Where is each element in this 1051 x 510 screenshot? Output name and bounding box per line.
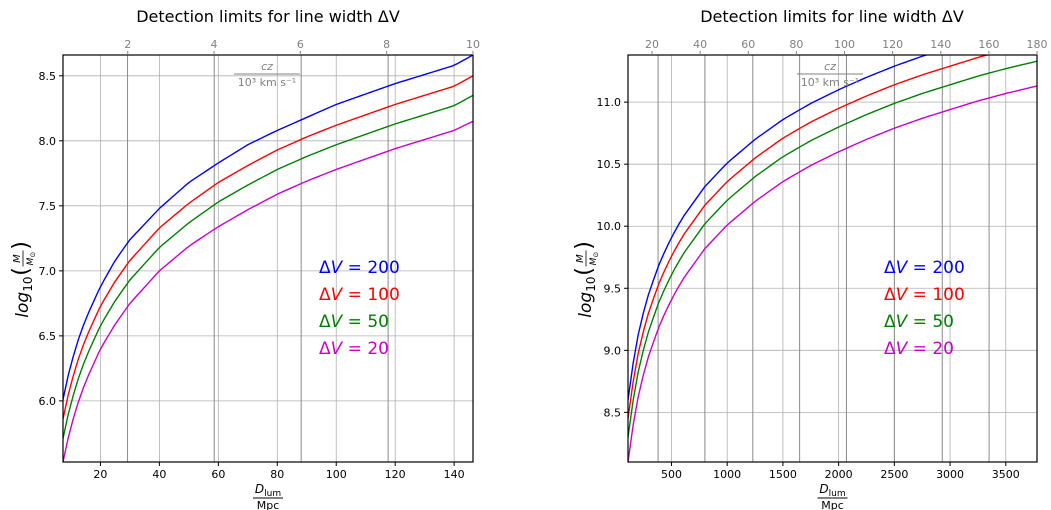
x-tick-label: 3500 — [992, 468, 1020, 481]
legend-entry-2: ΔV = 50 — [319, 312, 389, 332]
x2-tick-label: 4 — [211, 38, 218, 51]
y-tick-label: 8.5 — [39, 70, 57, 83]
y-tick-label: 6.5 — [39, 330, 57, 343]
x2-tick-label: 120 — [882, 38, 903, 51]
y-axis-label-paren-left: ( — [572, 267, 597, 276]
x2-tick-label: 140 — [930, 38, 951, 51]
x2-tick-label: 160 — [978, 38, 999, 51]
y-tick-label: 11.0 — [597, 96, 622, 109]
series-group — [628, 55, 1037, 462]
y-axis-label: log10( M M⊙) — [9, 241, 37, 318]
chart-title: Detection limits for line width ΔV — [136, 7, 400, 26]
y-tick-label: 9.5 — [604, 282, 622, 295]
x-tick-label: 40 — [152, 468, 166, 481]
x2-tick-label: 80 — [789, 38, 803, 51]
x-tick-label: 2000 — [825, 468, 853, 481]
y-axis-label-paren-right: ) — [572, 241, 597, 250]
x-tick-label: 1000 — [713, 468, 741, 481]
y-tick-label: 7.5 — [39, 200, 57, 213]
x2-axis-label-denominator: 10³ km s⁻¹ — [238, 76, 296, 89]
x-tick-label: 140 — [444, 468, 465, 481]
y-tick-label: 6.0 — [39, 395, 57, 408]
y-axis-label-prefix: log10 — [13, 277, 35, 318]
series-line-3 — [63, 120, 473, 462]
x2-tick-label: 8 — [383, 38, 390, 51]
series-line-2 — [63, 94, 473, 439]
chart-left: 20 40 60 80 100 120 140 6.0 6.5 7.0 7.5 8.0 8.5 2 4 6 8 1… — [9, 7, 480, 510]
x2-tick-label: 6 — [297, 38, 304, 51]
y-axis-label-denominator: M⊙ — [589, 252, 600, 266]
x-axis-label-denominator: Mpc — [821, 499, 844, 510]
x-tick-label: 120 — [385, 468, 406, 481]
legend-entry-1: ΔV = 100 — [319, 285, 400, 305]
x2-axis-label-numerator: cz — [261, 60, 273, 73]
y-axis-label-prefix: log10 — [576, 277, 598, 318]
y-tick-label: 9.0 — [604, 344, 622, 357]
x2-axis-label-denominator: 10³ km s⁻¹ — [801, 76, 859, 89]
y-tick-label: 10.5 — [597, 158, 622, 171]
y-axis-label-denominator: M⊙ — [26, 252, 37, 266]
chart-right: 500 1000 1500 2000 2500 3000 3500 8.5 9.0 9.5 10.0… — [572, 7, 1048, 510]
x-tick-label: 60 — [211, 468, 225, 481]
series-line-0 — [63, 55, 473, 400]
y-axis-label-numerator: M — [12, 254, 23, 263]
y-tick-label: 7.0 — [39, 265, 57, 278]
x2-tick-label: 10 — [466, 38, 480, 51]
x2-axis-label: cz 10³ km s⁻¹ — [797, 60, 863, 89]
series-line-0 — [628, 55, 929, 401]
y-axis-label-paren-right: ) — [9, 241, 34, 250]
legend-entry-2: ΔV = 50 — [884, 312, 954, 332]
x-axis-label-denominator: Mpc — [257, 499, 280, 510]
series-line-1 — [63, 75, 473, 420]
legend-entry-3: ΔV = 20 — [884, 339, 954, 359]
x2-tick-label: 180 — [1027, 38, 1048, 51]
x-tick-label: 2500 — [880, 468, 908, 481]
y-tick-label: 10.0 — [597, 220, 622, 233]
x2-axis-label: cz 10³ km s⁻¹ — [234, 60, 300, 89]
y-tick-label: 8.5 — [604, 406, 622, 419]
series-line-1 — [628, 55, 990, 419]
x-tick-label: 3000 — [936, 468, 964, 481]
x2-tick-label: 20 — [645, 38, 659, 51]
x2-tick-label: 100 — [834, 38, 855, 51]
x2-tick-label: 2 — [124, 38, 131, 51]
x-tick-label: 100 — [326, 468, 347, 481]
x-tick-label: 500 — [661, 468, 682, 481]
series-line-3 — [628, 85, 1037, 462]
y-axis-label-paren-left: ( — [9, 267, 34, 276]
x-axis-label-numerator: Dlum — [819, 482, 845, 499]
x-tick-label: 20 — [93, 468, 107, 481]
x2-tick-label: 40 — [693, 38, 707, 51]
legend-entry-3: ΔV = 20 — [319, 339, 389, 359]
legend-entry-0: ΔV = 200 — [884, 258, 965, 278]
grid — [628, 55, 1037, 462]
y-axis-label-numerator: M — [575, 254, 586, 263]
legend-entry-0: ΔV = 200 — [319, 258, 400, 278]
x-tick-label: 1500 — [769, 468, 797, 481]
plot-frame — [627, 54, 1038, 463]
legend: ΔV = 200 ΔV = 100 ΔV = 50 ΔV = 20 — [884, 258, 965, 359]
legend-entry-1: ΔV = 100 — [884, 285, 965, 305]
y-tick-label: 8.0 — [39, 135, 57, 148]
legend: ΔV = 200 ΔV = 100 ΔV = 50 ΔV = 20 — [319, 258, 400, 359]
plot-frame — [62, 54, 474, 463]
x-axis-label-numerator: Dlum — [255, 482, 281, 499]
series-group — [63, 55, 473, 462]
y-axis-label: log10( M M⊙) — [572, 241, 600, 318]
series-line-2 — [628, 60, 1037, 438]
grid — [63, 55, 473, 462]
x-tick-label: 80 — [270, 468, 284, 481]
x2-tick-label: 60 — [741, 38, 755, 51]
x2-axis-label-numerator: cz — [824, 60, 836, 73]
chart-title: Detection limits for line width ΔV — [700, 7, 964, 26]
